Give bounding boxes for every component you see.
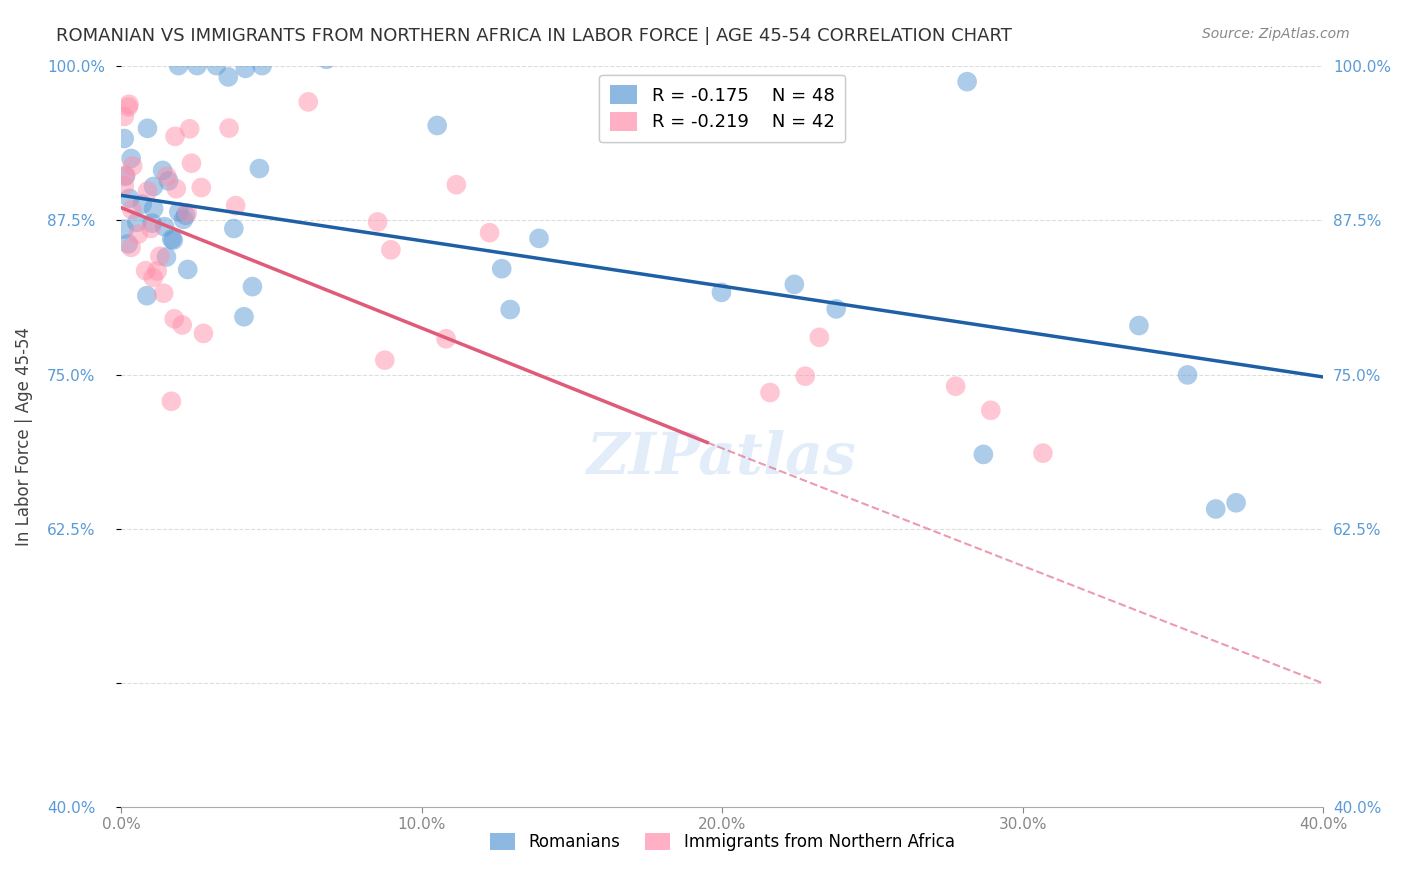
Immigrants from Northern Africa — [478, 226, 501, 240]
Romanians — [118, 191, 141, 205]
Immigrants from Northern Africa — [112, 110, 135, 124]
Romanians — [710, 285, 733, 300]
Legend: R = -0.175    N = 48, R = -0.219    N = 42: R = -0.175 N = 48, R = -0.219 N = 42 — [599, 75, 845, 142]
Romanians — [242, 279, 264, 293]
Immigrants from Northern Africa — [127, 227, 149, 241]
Romanians — [426, 119, 449, 133]
Immigrants from Northern Africa — [142, 270, 165, 285]
Romanians — [186, 59, 208, 73]
Romanians — [1205, 502, 1227, 516]
Immigrants from Northern Africa — [160, 394, 183, 409]
Romanians — [233, 310, 256, 324]
Immigrants from Northern Africa — [135, 263, 157, 277]
Immigrants from Northern Africa — [163, 129, 186, 144]
Immigrants from Northern Africa — [156, 169, 179, 184]
Immigrants from Northern Africa — [149, 249, 172, 263]
Romanians — [135, 289, 157, 303]
Immigrants from Northern Africa — [945, 379, 967, 393]
Romanians — [217, 70, 239, 84]
Immigrants from Northern Africa — [165, 182, 187, 196]
Immigrants from Northern Africa — [112, 178, 135, 193]
Immigrants from Northern Africa — [172, 318, 194, 332]
Romanians — [117, 236, 139, 251]
Text: ZIPatlas: ZIPatlas — [588, 430, 858, 487]
Immigrants from Northern Africa — [114, 168, 136, 182]
Immigrants from Northern Africa — [152, 286, 174, 301]
Romanians — [112, 131, 135, 145]
Romanians — [167, 59, 190, 73]
Immigrants from Northern Africa — [190, 180, 212, 194]
Immigrants from Northern Africa — [146, 264, 169, 278]
Romanians — [153, 219, 176, 234]
Romanians — [131, 197, 153, 211]
Immigrants from Northern Africa — [1032, 446, 1054, 460]
Romanians — [825, 301, 848, 316]
Romanians — [174, 208, 197, 222]
Immigrants from Northern Africa — [297, 95, 319, 109]
Immigrants from Northern Africa — [120, 240, 142, 254]
Immigrants from Northern Africa — [121, 202, 143, 217]
Romanians — [112, 222, 135, 236]
Immigrants from Northern Africa — [808, 330, 831, 344]
Romanians — [956, 75, 979, 89]
Romanians — [1225, 496, 1247, 510]
Romanians — [162, 233, 184, 247]
Romanians — [177, 262, 200, 277]
Immigrants from Northern Africa — [180, 156, 202, 170]
Romanians — [783, 277, 806, 292]
Romanians — [136, 121, 159, 136]
Immigrants from Northern Africa — [434, 332, 457, 346]
Romanians — [499, 302, 522, 317]
Romanians — [141, 216, 163, 230]
Immigrants from Northern Africa — [136, 184, 159, 198]
Romanians — [205, 59, 228, 73]
Romanians — [527, 231, 550, 245]
Immigrants from Northern Africa — [380, 243, 402, 257]
Immigrants from Northern Africa — [980, 403, 1002, 417]
Romanians — [160, 232, 183, 246]
Romanians — [125, 215, 148, 229]
Immigrants from Northern Africa — [118, 97, 141, 112]
Immigrants from Northern Africa — [117, 100, 139, 114]
Romanians — [315, 52, 337, 66]
Immigrants from Northern Africa — [374, 353, 396, 368]
Romanians — [142, 179, 165, 194]
Romanians — [152, 163, 174, 178]
Immigrants from Northern Africa — [193, 326, 215, 341]
Immigrants from Northern Africa — [367, 215, 389, 229]
Immigrants from Northern Africa — [759, 385, 782, 400]
Immigrants from Northern Africa — [446, 178, 468, 192]
Romanians — [247, 161, 270, 176]
Romanians — [1128, 318, 1150, 333]
Romanians — [972, 447, 994, 461]
Immigrants from Northern Africa — [163, 311, 186, 326]
Immigrants from Northern Africa — [225, 199, 247, 213]
Romanians — [114, 169, 136, 184]
Immigrants from Northern Africa — [794, 369, 817, 384]
Immigrants from Northern Africa — [139, 221, 162, 235]
Romanians — [1177, 368, 1199, 382]
Romanians — [172, 212, 194, 227]
Romanians — [235, 62, 257, 76]
Romanians — [222, 221, 245, 235]
Romanians — [250, 59, 273, 73]
Y-axis label: In Labor Force | Age 45-54: In Labor Force | Age 45-54 — [15, 326, 32, 546]
Romanians — [186, 37, 208, 52]
Romanians — [142, 202, 165, 216]
Text: Source: ZipAtlas.com: Source: ZipAtlas.com — [1202, 27, 1350, 41]
Immigrants from Northern Africa — [179, 121, 201, 136]
Romanians — [167, 205, 190, 219]
Immigrants from Northern Africa — [121, 159, 143, 173]
Romanians — [491, 261, 513, 276]
Text: ROMANIAN VS IMMIGRANTS FROM NORTHERN AFRICA IN LABOR FORCE | AGE 45-54 CORRELATI: ROMANIAN VS IMMIGRANTS FROM NORTHERN AFR… — [56, 27, 1012, 45]
Immigrants from Northern Africa — [176, 206, 198, 220]
Immigrants from Northern Africa — [218, 121, 240, 136]
Romanians — [157, 174, 180, 188]
Romanians — [155, 250, 177, 264]
Romanians — [120, 152, 142, 166]
